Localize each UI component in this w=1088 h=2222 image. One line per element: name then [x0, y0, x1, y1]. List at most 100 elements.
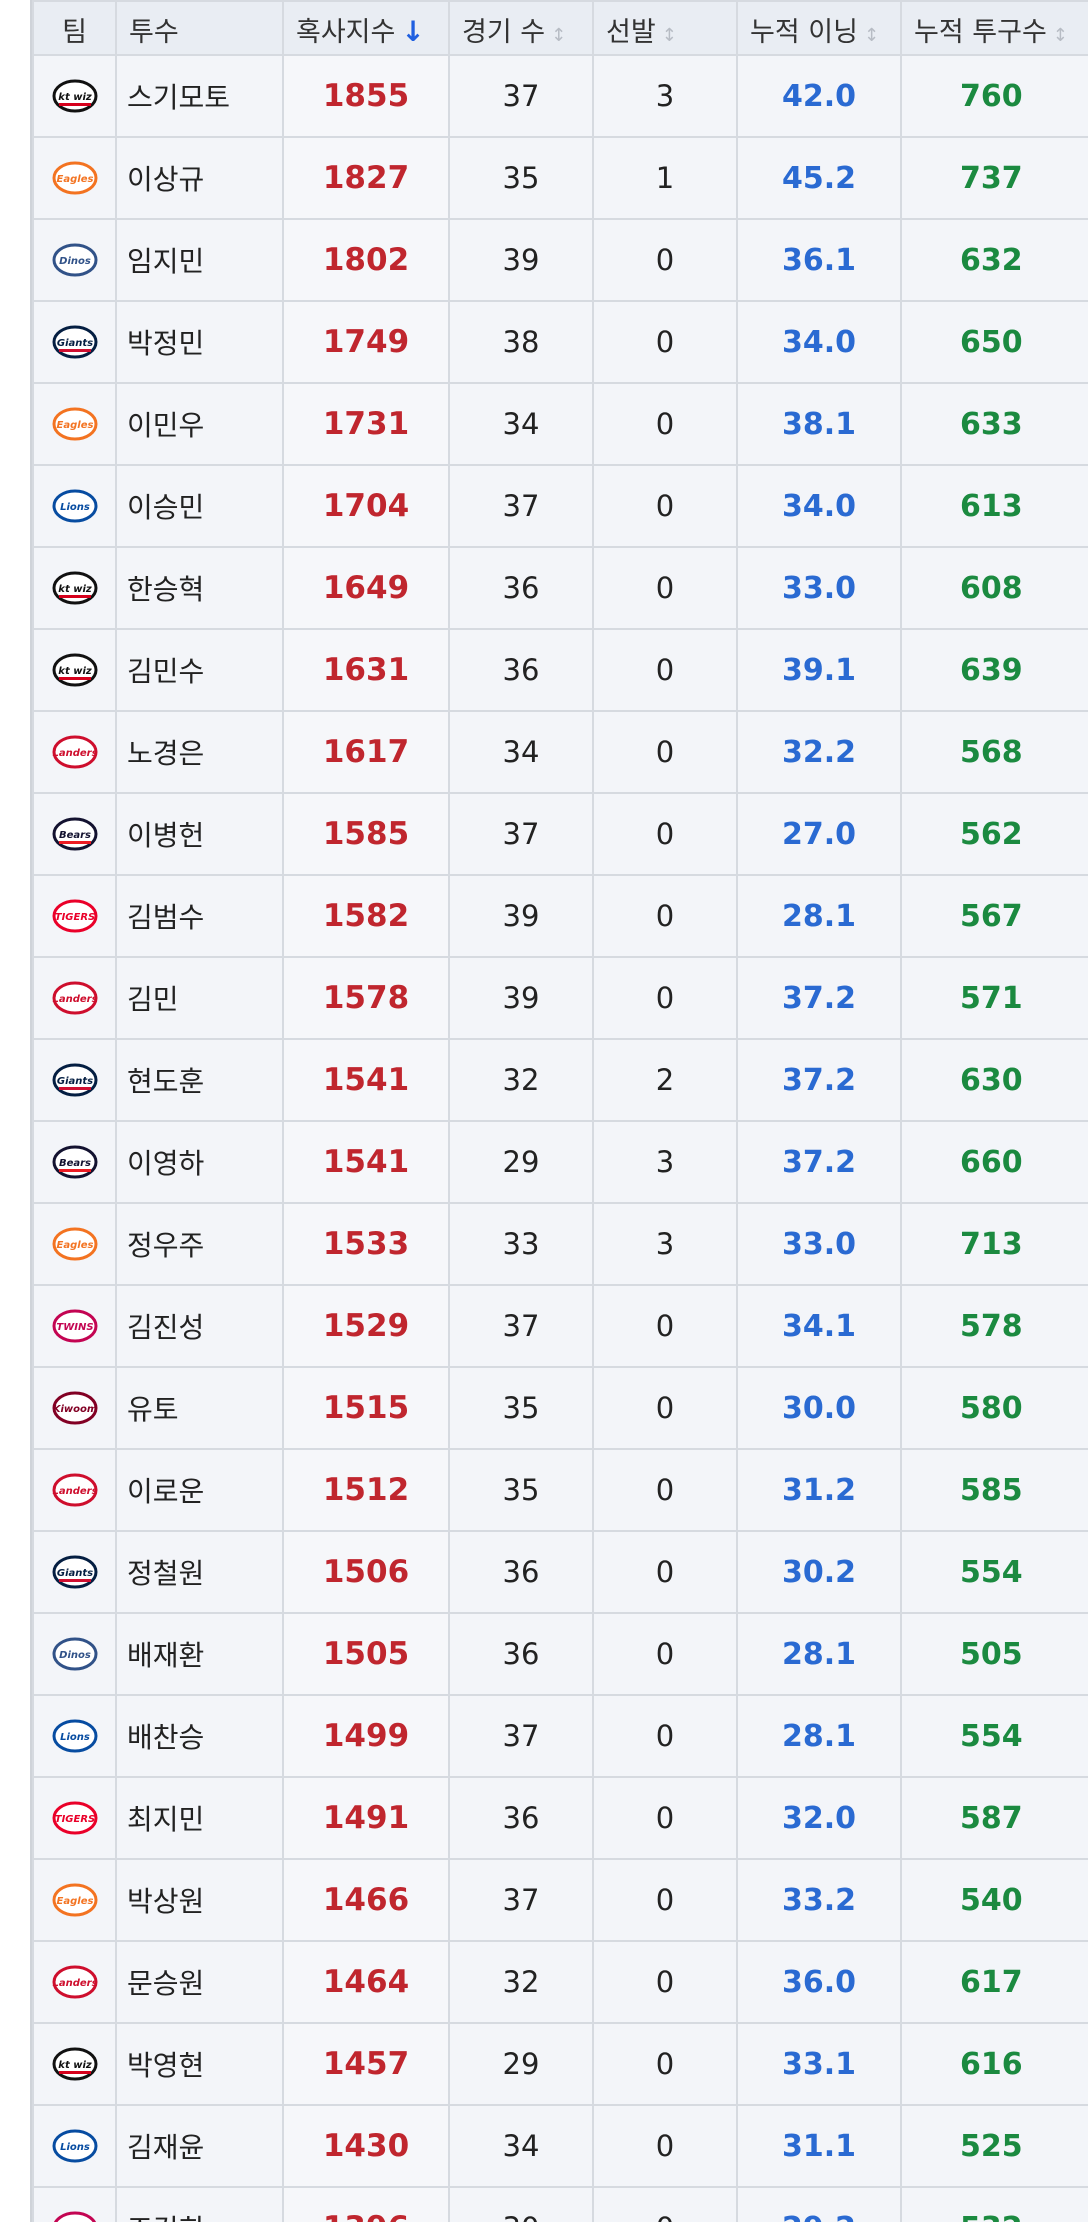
sort-desc-icon[interactable]: ↓: [401, 15, 425, 48]
landers-logo-icon: Landers: [52, 1473, 97, 1507]
pitcher-name-cell: 박영현: [115, 2022, 284, 2106]
team-cell: kt wiz: [32, 54, 117, 138]
team-cell: Kiwoom: [32, 1366, 117, 1450]
table-row[interactable]: Giants 박정민 1749 38 0 34.0 650: [32, 300, 1088, 384]
table-row[interactable]: Giants 현도훈 1541 32 2 37.2 630: [32, 1038, 1088, 1122]
starts-cell: 0: [592, 1776, 738, 1860]
landers-logo-icon: Landers: [52, 735, 97, 769]
team-cell: Dinos: [32, 218, 117, 302]
column-header-starts[interactable]: 선발 ↕: [592, 0, 738, 56]
innings-cell: 27.0: [736, 792, 902, 876]
games-cell: 37: [448, 792, 594, 876]
table-row[interactable]: Dinos 임지민 1802 39 0 36.1 632: [32, 218, 1088, 302]
games-cell: 33: [448, 1202, 594, 1286]
overuse-index-cell: 1505: [282, 1612, 450, 1696]
innings-cell: 33.0: [736, 546, 902, 630]
overuse-index-cell: 1855: [282, 54, 450, 138]
svg-text:Kiwoom: Kiwoom: [52, 1404, 97, 1415]
table-row[interactable]: Landers 김민 1578 39 0 37.2 571: [32, 956, 1088, 1040]
pitcher-name-cell: 임지민: [115, 218, 284, 302]
eagles-logo-icon: Eagles: [52, 1227, 97, 1261]
table-row[interactable]: kt wiz 스기모토 1855 37 3 42.0 760: [32, 54, 1088, 138]
starts-cell: 0: [592, 628, 738, 712]
games-cell: 36: [448, 1776, 594, 1860]
overuse-index-cell: 1466: [282, 1858, 450, 1942]
column-header-team[interactable]: 팀: [32, 0, 117, 56]
starts-cell: 0: [592, 792, 738, 876]
table-row[interactable]: Landers 이로운 1512 35 0 31.2 585: [32, 1448, 1088, 1532]
innings-cell: 29.2: [736, 2186, 902, 2222]
kt-wiz-logo-icon: kt wiz: [52, 571, 97, 605]
table-row[interactable]: kt wiz 한승혁 1649 36 0 33.0 608: [32, 546, 1088, 630]
svg-text:TWINS: TWINS: [56, 1322, 93, 1333]
svg-text:Eagles: Eagles: [56, 1896, 93, 1907]
starts-cell: 0: [592, 1284, 738, 1368]
table-row[interactable]: Giants 정철원 1506 36 0 30.2 554: [32, 1530, 1088, 1614]
table-row[interactable]: Eagles 정우주 1533 33 3 33.0 713: [32, 1202, 1088, 1286]
table-row[interactable]: Eagles 이민우 1731 34 0 38.1 633: [32, 382, 1088, 466]
starts-cell: 3: [592, 54, 738, 138]
innings-cell: 28.1: [736, 874, 902, 958]
sort-icon[interactable]: ↕: [661, 25, 677, 46]
table-row[interactable]: Bears 이영하 1541 29 3 37.2 660: [32, 1120, 1088, 1204]
svg-text:TIGERS: TIGERS: [54, 912, 94, 923]
team-cell: Eagles: [32, 1858, 117, 1942]
table-row[interactable]: Eagles 박상원 1466 37 0 33.2 540: [32, 1858, 1088, 1942]
table-row[interactable]: Bears 이병헌 1585 37 0 27.0 562: [32, 792, 1088, 876]
team-cell: Lions: [32, 2104, 117, 2188]
pitcher-name-cell: 배재환: [115, 1612, 284, 1696]
table-row[interactable]: Lions 김재윤 1430 34 0 31.1 525: [32, 2104, 1088, 2188]
bears-logo-icon: Bears: [52, 1145, 97, 1179]
innings-cell: 42.0: [736, 54, 902, 138]
eagles-logo-icon: Eagles: [52, 1883, 97, 1917]
sort-icon[interactable]: ↕: [551, 25, 567, 46]
table-row[interactable]: TIGERS 최지민 1491 36 0 32.0 587: [32, 1776, 1088, 1860]
games-cell: 37: [448, 54, 594, 138]
starts-cell: 1: [592, 136, 738, 220]
giants-logo-icon: Giants: [52, 325, 97, 359]
pitcher-name-cell: 스기모토: [115, 54, 284, 138]
table-row[interactable]: Lions 배찬승 1499 37 0 28.1 554: [32, 1694, 1088, 1778]
dinos-logo-icon: Dinos: [52, 1637, 97, 1671]
column-header-pitches[interactable]: 누적 투구수 ↕: [900, 0, 1088, 56]
pitches-cell: 525: [900, 2104, 1088, 2188]
pitcher-name-cell: 김민수: [115, 628, 284, 712]
table-row[interactable]: TIGERS 김범수 1582 39 0 28.1 567: [32, 874, 1088, 958]
pitcher-name-cell: 문승원: [115, 1940, 284, 2024]
table-row[interactable]: Landers 노경은 1617 34 0 32.2 568: [32, 710, 1088, 794]
svg-text:Eagles: Eagles: [56, 420, 93, 431]
innings-cell: 33.1: [736, 2022, 902, 2106]
table-row[interactable]: TWINS 조건희139630029.2532: [32, 2186, 1088, 2222]
column-header-games[interactable]: 경기 수 ↕: [448, 0, 594, 56]
column-header-innings[interactable]: 누적 이닝 ↕: [736, 0, 902, 56]
svg-text:Eagles: Eagles: [56, 1240, 93, 1251]
pitches-cell: 713: [900, 1202, 1088, 1286]
svg-text:Landers: Landers: [52, 994, 97, 1005]
table-row[interactable]: Lions 이승민 1704 37 0 34.0 613: [32, 464, 1088, 548]
sort-icon[interactable]: ↕: [1052, 25, 1068, 46]
eagles-logo-icon: Eagles: [52, 407, 97, 441]
innings-cell: 32.0: [736, 1776, 902, 1860]
sort-icon[interactable]: ↕: [863, 25, 880, 46]
table-row[interactable]: Landers 문승원 1464 32 0 36.0 617: [32, 1940, 1088, 2024]
svg-text:Giants: Giants: [56, 1568, 92, 1579]
table-row[interactable]: kt wiz 박영현 1457 29 0 33.1 616: [32, 2022, 1088, 2106]
innings-cell: 36.1: [736, 218, 902, 302]
pitches-cell: 639: [900, 628, 1088, 712]
table-row[interactable]: Eagles 이상규 1827 35 1 45.2 737: [32, 136, 1088, 220]
games-cell: 37: [448, 1694, 594, 1778]
column-header-rank-index[interactable]: 혹사지수 ↓: [282, 0, 450, 56]
table-row[interactable]: Kiwoom 유토 1515 35 0 30.0 580: [32, 1366, 1088, 1450]
table-row[interactable]: TWINS 김진성 1529 37 0 34.1 578: [32, 1284, 1088, 1368]
table-row[interactable]: Dinos 배재환 1505 36 0 28.1 505: [32, 1612, 1088, 1696]
starts-cell: 0: [592, 2186, 738, 2222]
table-row[interactable]: kt wiz 김민수 1631 36 0 39.1 639: [32, 628, 1088, 712]
pitcher-name-cell: 정우주: [115, 1202, 284, 1286]
giants-logo-icon: Giants: [52, 1063, 97, 1097]
svg-text:Eagles: Eagles: [56, 174, 93, 185]
pitcher-name-cell: 이승민: [115, 464, 284, 548]
games-cell: 39: [448, 956, 594, 1040]
team-cell: Lions: [32, 1694, 117, 1778]
overuse-index-cell: 1578: [282, 956, 450, 1040]
column-header-pitcher[interactable]: 투수: [115, 0, 284, 56]
